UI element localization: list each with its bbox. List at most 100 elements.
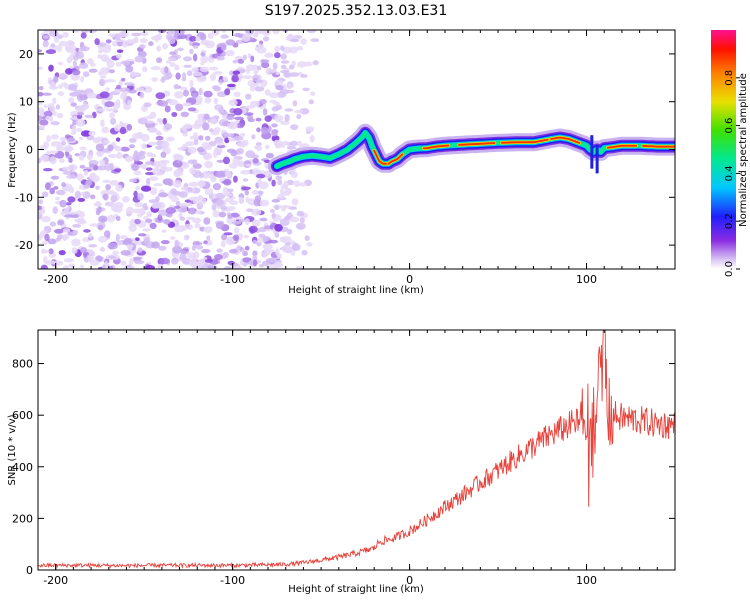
- noise-blob: [246, 208, 254, 212]
- noise-blob: [46, 135, 51, 142]
- noise-blob: [50, 175, 60, 180]
- noise-blob: [238, 219, 246, 223]
- noise-blob: [179, 252, 187, 261]
- noise-blob: [173, 83, 179, 90]
- noise-blob: [252, 168, 260, 176]
- noise-blob: [71, 238, 81, 247]
- noise-blob: [221, 233, 228, 241]
- noise-blob: [282, 84, 288, 90]
- noise-blob: [287, 228, 293, 235]
- noise-blob: [119, 120, 124, 128]
- noise-blob: [61, 140, 66, 146]
- noise-blob: [204, 259, 213, 263]
- noise-blob: [241, 35, 251, 43]
- noise-blob: [302, 87, 310, 92]
- noise-blob: [210, 73, 217, 82]
- noise-blob: [209, 128, 214, 133]
- snr-y-tick-label: 200: [12, 512, 33, 525]
- noise-blob: [220, 205, 228, 210]
- noise-blob: [252, 64, 258, 70]
- noise-blob: [209, 66, 219, 71]
- noise-blob: [156, 131, 163, 136]
- noise-blob: [59, 136, 68, 141]
- colorbar: 0.0 0.2 0.4 0.6 0.8 Normalized spectral ampl…: [711, 30, 749, 277]
- noise-blob: [221, 30, 227, 33]
- noise-blob: [255, 117, 262, 122]
- noise-blob: [135, 87, 145, 92]
- noise-blob: [88, 68, 98, 73]
- noise-blob: [226, 83, 236, 88]
- noise-blob: [105, 108, 116, 112]
- noise-blob: [112, 250, 120, 256]
- noise-blob: [191, 245, 196, 251]
- noise-blob: [308, 99, 314, 105]
- noise-blob: [168, 99, 179, 106]
- noise-blob: [91, 174, 100, 183]
- noise-blob: [296, 46, 304, 51]
- noise-blob: [57, 61, 64, 66]
- noise-blob: [79, 164, 86, 169]
- noise-blob: [86, 58, 94, 65]
- noise-blob: [164, 66, 169, 74]
- noise-blob: [126, 124, 133, 131]
- noise-blob: [266, 69, 277, 73]
- noise-blob: [179, 203, 189, 209]
- noise-blob: [292, 100, 298, 107]
- noise-blob: [108, 69, 116, 74]
- spectrogram-x-tick-label: 100: [576, 273, 597, 286]
- noise-blob: [156, 57, 163, 64]
- noise-blob: [174, 90, 184, 99]
- noise-blob: [306, 242, 313, 247]
- noise-blob: [301, 250, 308, 256]
- noise-blob: [101, 217, 106, 223]
- noise-blob: [86, 92, 97, 99]
- ridge-hot-red: [422, 144, 450, 150]
- noise-blob: [111, 192, 118, 196]
- noise-blob: [69, 174, 76, 179]
- noise-blob: [166, 136, 175, 142]
- noise-blob: [72, 224, 82, 228]
- noise-blob: [150, 66, 161, 71]
- noise-blob: [115, 146, 122, 152]
- noise-blob: [75, 51, 85, 59]
- noise-blob: [53, 75, 59, 83]
- noise-blob: [158, 209, 168, 216]
- noise-blob: [274, 262, 283, 269]
- noise-blob: [280, 144, 286, 148]
- noise-blob: [156, 117, 163, 123]
- noise-blob: [80, 130, 91, 137]
- noise-blob: [43, 35, 50, 39]
- noise-blob: [115, 233, 120, 242]
- noise-blob: [279, 218, 290, 226]
- noise-blob: [197, 196, 207, 205]
- noise-blob: [310, 91, 316, 96]
- noise-blob: [42, 40, 49, 48]
- noise-blob: [214, 192, 226, 200]
- noise-blob: [49, 187, 55, 195]
- noise-blob: [274, 223, 283, 232]
- ridge-hot-red: [642, 144, 675, 148]
- noise-blob: [200, 39, 210, 46]
- noise-blob: [213, 97, 218, 105]
- noise-blob: [43, 110, 53, 118]
- noise-blob: [286, 245, 292, 251]
- noise-blob: [160, 257, 170, 265]
- noise-blob: [252, 157, 259, 164]
- noise-blob: [141, 143, 148, 150]
- ridge-hot-red: [458, 142, 496, 146]
- noise-blob: [220, 44, 227, 51]
- noise-blob: [50, 121, 60, 126]
- noise-blob: [55, 189, 66, 196]
- noise-blob: [224, 88, 231, 96]
- noise-blob: [246, 67, 250, 75]
- noise-blob: [168, 182, 173, 187]
- noise-blob: [274, 232, 280, 238]
- noise-blob: [226, 148, 236, 153]
- noise-blob: [80, 247, 88, 254]
- noise-blob: [142, 228, 151, 232]
- noise-blob: [128, 178, 138, 183]
- noise-blob: [132, 132, 142, 140]
- noise-blob: [229, 70, 235, 76]
- noise-blob: [79, 46, 90, 52]
- noise-blob: [147, 127, 158, 133]
